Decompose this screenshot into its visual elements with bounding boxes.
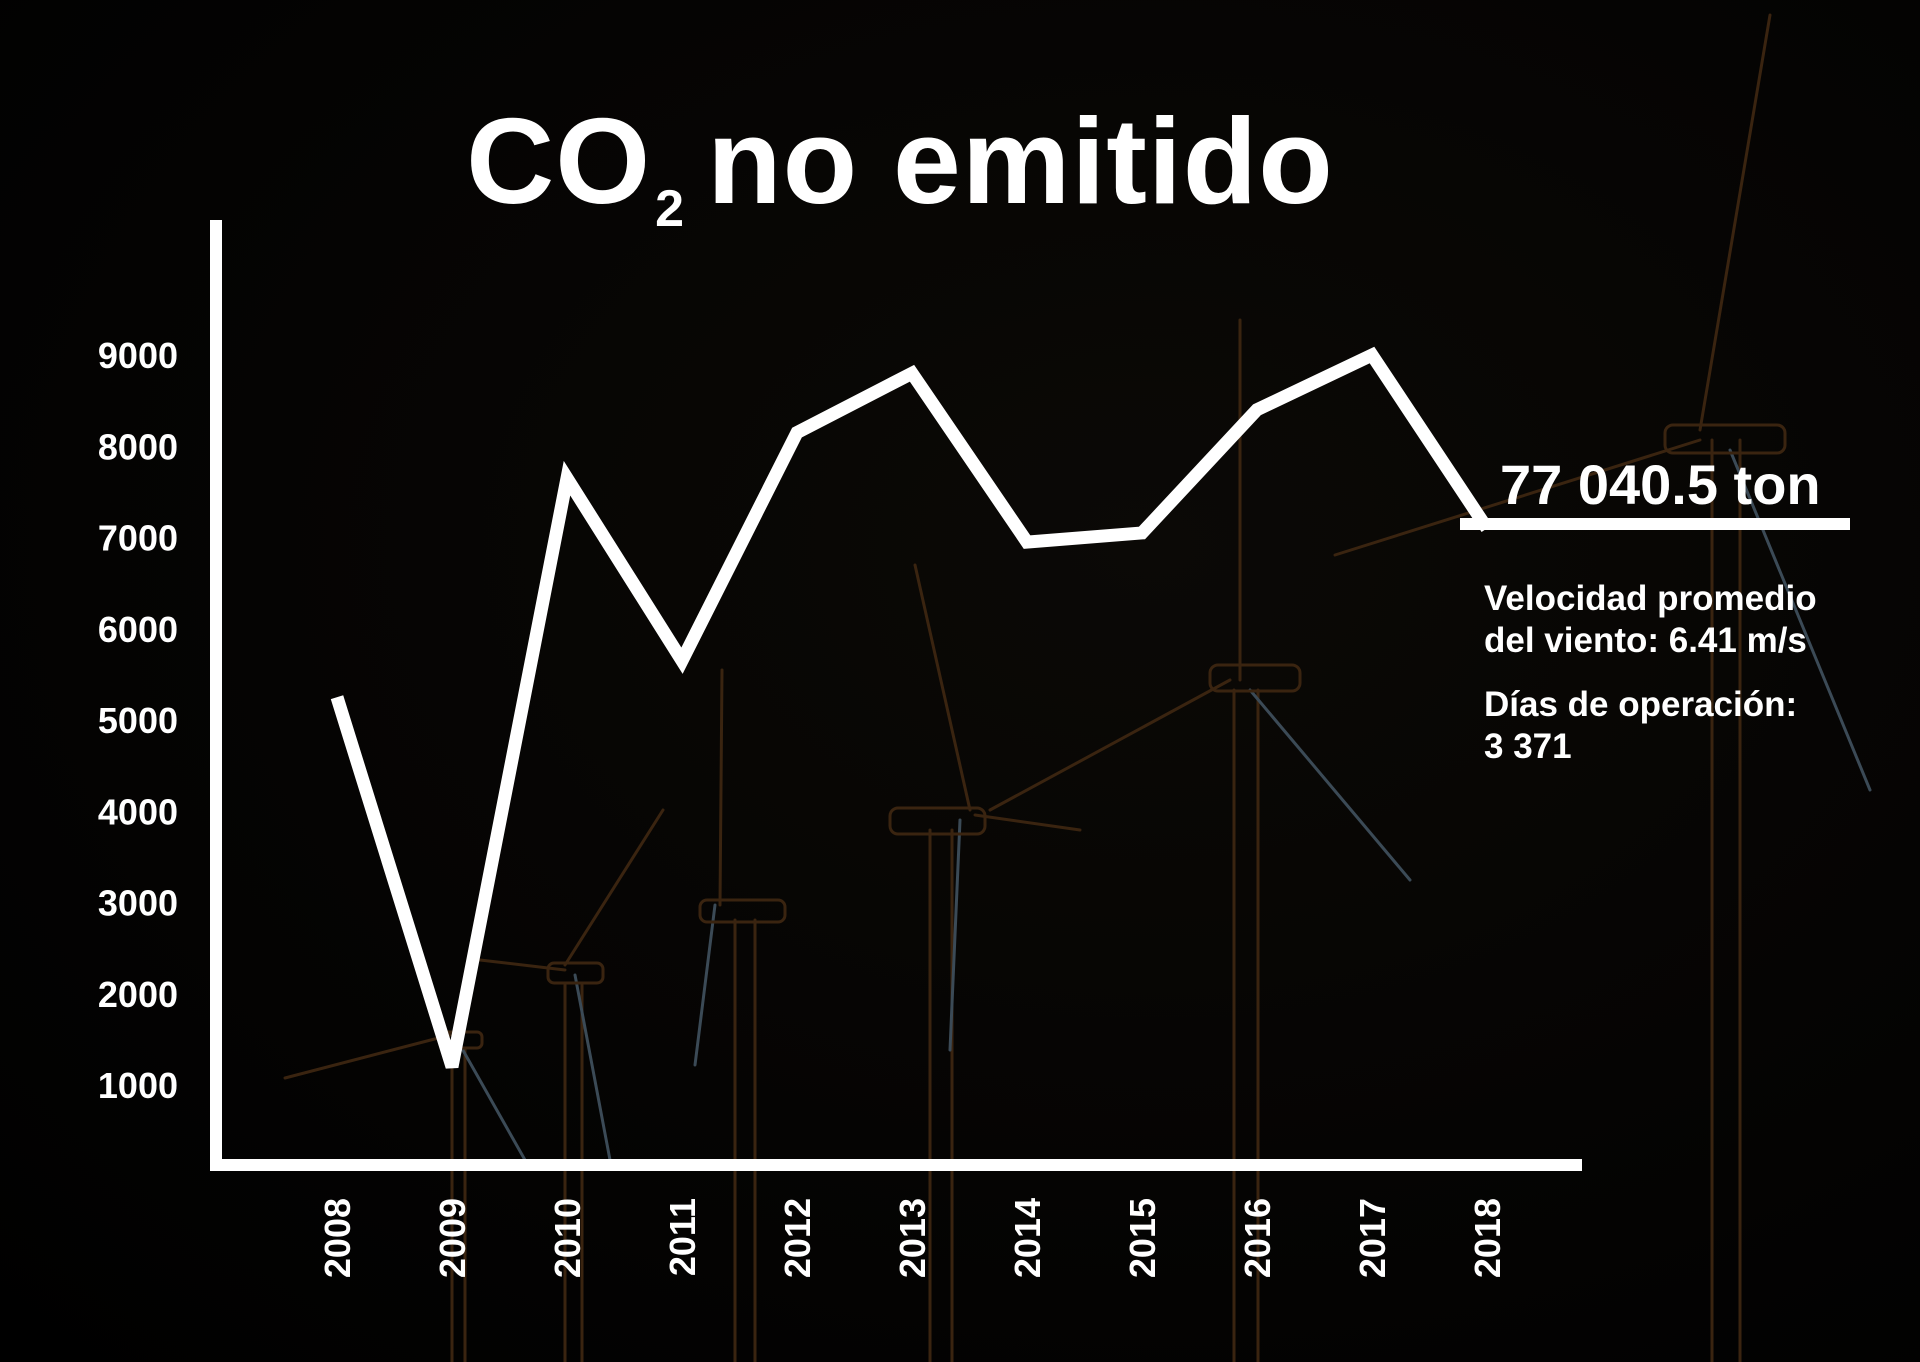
x-tick-label: 2012 xyxy=(777,1198,818,1278)
turbine-icon xyxy=(888,563,1082,1362)
x-tick-labels: 2008 2009 2010 2011 2012 2013 2014 2015 2016 2017… xyxy=(317,1198,1508,1278)
x-tick-label: 2009 xyxy=(432,1198,473,1278)
turbine-icon xyxy=(988,318,1412,1362)
x-tick-label: 2010 xyxy=(547,1198,588,1278)
summary-info: Velocidad promedio del viento: 6.41 m/s … xyxy=(1484,578,1904,768)
total-value: 77 040.5 ton xyxy=(1500,453,1821,516)
chart-title: CO2 no emitido xyxy=(0,100,1800,235)
series-line xyxy=(330,346,1493,1069)
turbine-icon xyxy=(283,1030,527,1362)
title-rest: no emitido xyxy=(707,93,1334,229)
x-tick-label: 2017 xyxy=(1352,1198,1393,1278)
x-tick-label: 2015 xyxy=(1122,1198,1163,1278)
wind-speed-line2: del viento: 6.41 m/s xyxy=(1484,621,1807,660)
x-tick-label: 2018 xyxy=(1467,1198,1508,1278)
turbine-icon xyxy=(693,668,787,1362)
y-tick-label: 3000 xyxy=(98,883,178,924)
x-tick-label: 2011 xyxy=(662,1198,703,1276)
operation-days-line2: 3 371 xyxy=(1484,727,1572,766)
x-tick-label: 2016 xyxy=(1237,1198,1278,1278)
series-line-group xyxy=(330,346,1493,1069)
y-tick-label: 2000 xyxy=(98,974,178,1015)
x-tick-label: 2008 xyxy=(317,1198,358,1278)
y-tick-label: 6000 xyxy=(98,609,178,650)
x-tick-label: 2014 xyxy=(1007,1198,1048,1278)
y-tick-label: 5000 xyxy=(98,700,178,741)
title-main: CO xyxy=(466,93,652,229)
y-tick-label: 7000 xyxy=(98,518,178,559)
wind-speed-line1: Velocidad promedio xyxy=(1484,579,1817,618)
x-tick-label: 2013 xyxy=(892,1198,933,1278)
y-tick-label: 1000 xyxy=(98,1065,178,1106)
turbine-icon xyxy=(478,808,665,1362)
y-tick-label: 9000 xyxy=(98,335,178,376)
y-tick-labels: 1000 2000 3000 4000 5000 6000 7000 8000 9000 xyxy=(98,335,178,1106)
operation-days-line1: Días de operación: xyxy=(1484,685,1798,724)
turbine-icon xyxy=(1333,13,1872,1362)
title-subscript: 2 xyxy=(655,180,686,239)
y-tick-label: 8000 xyxy=(98,426,178,467)
y-tick-label: 4000 xyxy=(98,791,178,832)
